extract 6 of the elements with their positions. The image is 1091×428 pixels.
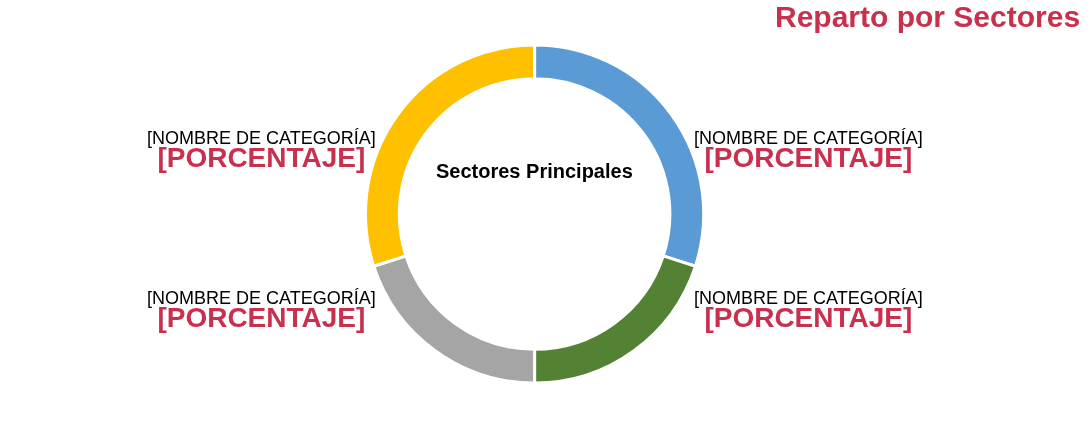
text: Sectores Principales xyxy=(436,160,633,182)
slice-label: [NOMBRE DE CATEGORÍA] xyxy=(147,128,376,148)
slice-label: [NOMBRE DE CATEGORÍA] xyxy=(694,288,923,308)
slice-label: [NOMBRE DE CATEGORÍA] xyxy=(147,288,376,308)
chart-title: Reparto por Sectores xyxy=(775,0,1081,34)
slice-label: [NOMBRE DE CATEGORÍA] xyxy=(694,128,923,148)
